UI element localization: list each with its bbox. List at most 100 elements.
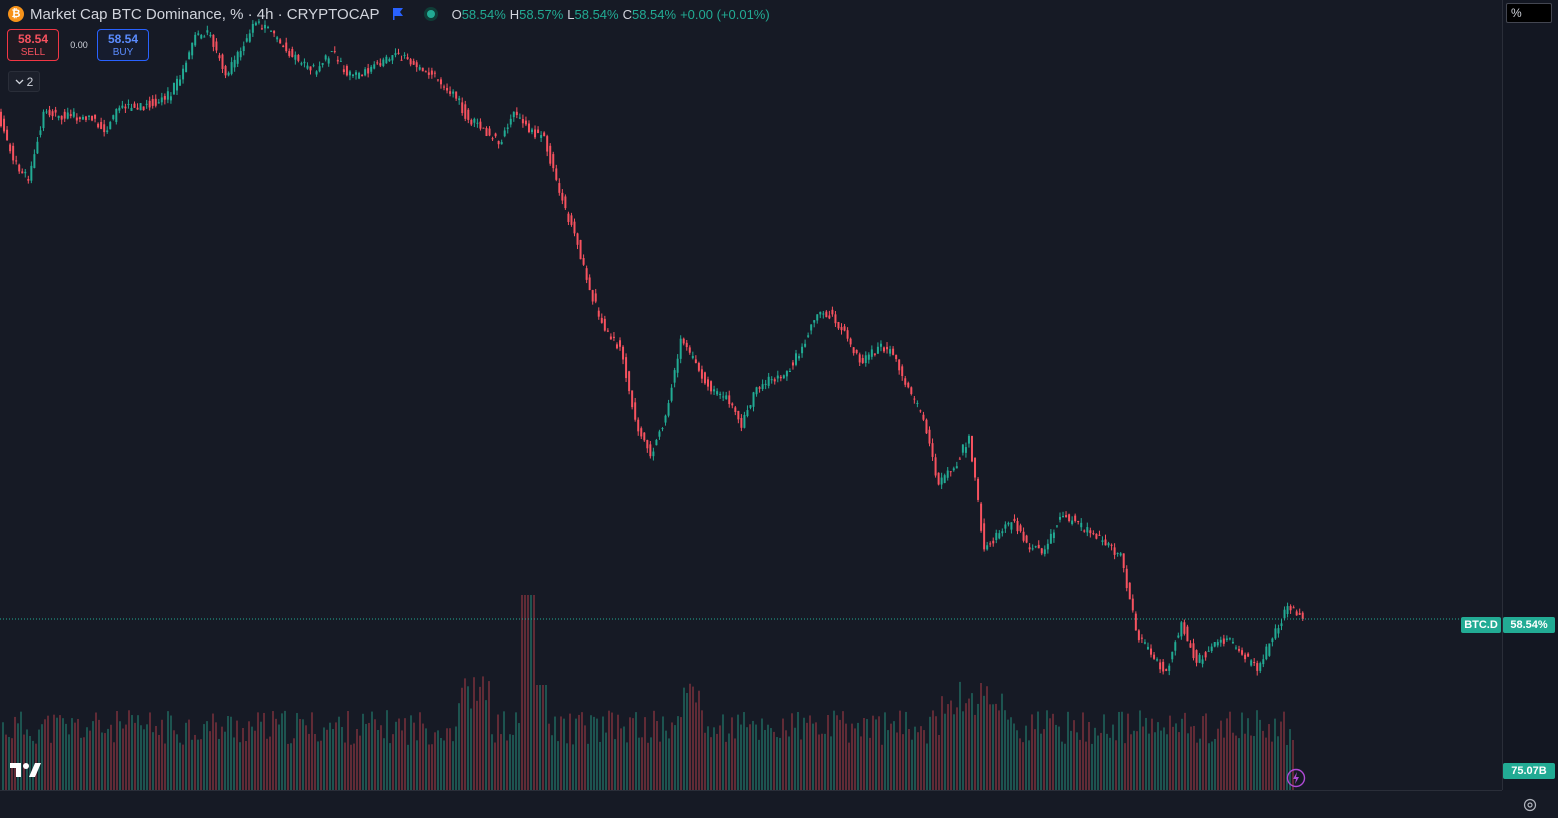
candle-body (794, 353, 797, 365)
candle-body (1110, 544, 1113, 546)
volume-bar (1121, 711, 1123, 790)
candle-body (892, 348, 895, 355)
volume-bar (1010, 717, 1012, 790)
volume-bar (155, 725, 157, 790)
candle-body (640, 428, 643, 437)
candle-body (1256, 663, 1259, 671)
volume-bar (731, 717, 733, 790)
candle-body (967, 435, 970, 444)
volume-bar (812, 723, 814, 790)
candle-body (737, 410, 740, 420)
volume-bar (758, 739, 760, 790)
candle-body (412, 60, 415, 65)
candle-body (1216, 642, 1219, 646)
candle-body (1201, 659, 1204, 664)
candle-body (901, 366, 904, 377)
volume-bar (1109, 737, 1111, 790)
candle-body (163, 96, 166, 100)
candle-body (1074, 515, 1077, 521)
candle-body (579, 239, 582, 260)
candle-body (127, 104, 130, 106)
volume-bar (1031, 714, 1033, 790)
volume-bar (215, 722, 217, 790)
candle-body (1238, 648, 1241, 651)
market-status-icon[interactable] (423, 7, 438, 21)
candle-body (755, 387, 758, 395)
candle-body (1016, 520, 1019, 532)
volume-bar (1133, 730, 1135, 790)
lightning-icon[interactable] (1286, 768, 1306, 788)
candle-body (461, 102, 464, 114)
volume-bar (140, 725, 142, 790)
candle-body (955, 466, 958, 469)
volume-bar (890, 723, 892, 790)
candle-body (473, 118, 476, 123)
volume-bar (605, 732, 607, 790)
candle-body (433, 72, 436, 74)
volume-bar (191, 739, 193, 790)
candle-body (1247, 653, 1250, 657)
candle-body (964, 447, 967, 453)
volume-bar (116, 711, 118, 790)
volume-bar (911, 739, 913, 790)
candle-body (758, 387, 761, 389)
volume-bar (659, 741, 661, 790)
sell-button[interactable]: 58.54 SELL (7, 29, 59, 61)
volume-bar (1172, 726, 1174, 790)
time-axis[interactable] (0, 790, 1502, 818)
candle-body (97, 123, 100, 128)
volume-bar (917, 732, 919, 790)
volume-bar (182, 744, 184, 790)
buy-button[interactable]: 58.54 BUY (97, 29, 149, 61)
volume-bar (869, 737, 871, 790)
volume-bar (1034, 729, 1036, 790)
candle-body (1292, 607, 1295, 609)
candle-body (166, 91, 169, 100)
volume-bar (773, 731, 775, 790)
candle-body (57, 115, 60, 118)
volume-bar (125, 724, 127, 790)
tradingview-logo-icon[interactable] (8, 759, 44, 781)
candle-body (188, 52, 191, 60)
candle-body (169, 96, 172, 101)
volume-bar (878, 716, 880, 790)
volume-bar (953, 714, 955, 790)
candle-body (1092, 533, 1095, 535)
candle-body (916, 403, 919, 405)
candle-body (403, 54, 406, 56)
candle-body (934, 457, 937, 476)
candle-body (400, 59, 403, 61)
candle-body (886, 346, 889, 350)
volume-bar (254, 730, 256, 790)
candle-body (931, 443, 934, 457)
settings-gear-icon[interactable] (1522, 797, 1538, 813)
candle-body (288, 51, 291, 56)
volume-bar (200, 739, 202, 790)
candle-body (937, 472, 940, 485)
volume-bar (689, 683, 691, 790)
volume-bar (350, 744, 352, 790)
candle-body (39, 130, 42, 135)
candle-body (697, 362, 700, 371)
indicators-toggle-button[interactable]: 2 (8, 71, 40, 92)
volume-bar (797, 711, 799, 790)
scale-mode-button[interactable]: % (1506, 3, 1552, 23)
volume-bar (197, 739, 199, 790)
volume-bar (1241, 712, 1243, 790)
volume-bar (131, 715, 133, 790)
price-scale[interactable] (1502, 0, 1558, 790)
candle-body (200, 35, 203, 39)
candle-body (157, 102, 160, 104)
volume-bar (377, 730, 379, 790)
volume-bar (524, 595, 526, 790)
candle-body (867, 354, 870, 360)
volume-bar (650, 737, 652, 790)
low-value: 58.54% (574, 6, 619, 22)
symbol-title[interactable]: Market Cap BTC Dominance, % · 4h · CRYPT… (30, 5, 380, 23)
volume-bar (989, 704, 991, 790)
flag-icon[interactable] (392, 7, 404, 21)
candle-body (1280, 623, 1283, 627)
volume-bar (1061, 741, 1063, 790)
volume-bar (314, 733, 316, 790)
